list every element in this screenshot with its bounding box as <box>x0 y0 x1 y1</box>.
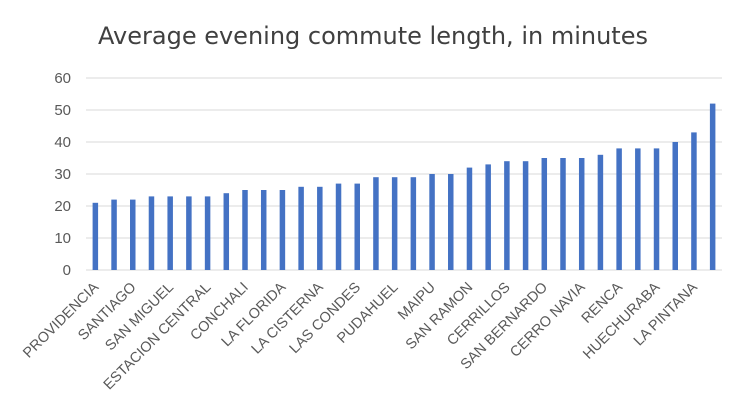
bar <box>541 158 548 270</box>
bar <box>223 193 230 270</box>
bar <box>92 202 99 270</box>
bar <box>335 183 342 270</box>
bars <box>92 103 716 270</box>
bar <box>167 196 173 270</box>
bar <box>298 186 304 270</box>
bar <box>653 148 660 270</box>
bar <box>560 158 566 270</box>
bar <box>635 148 641 270</box>
bar <box>317 186 323 270</box>
bar <box>672 142 678 270</box>
bar <box>448 174 454 270</box>
bar <box>130 199 136 270</box>
bar <box>691 132 697 270</box>
bar <box>597 154 604 270</box>
gridlines <box>86 77 722 271</box>
bar <box>578 158 585 270</box>
bar <box>522 161 529 270</box>
bar <box>373 177 379 270</box>
bar <box>709 103 716 270</box>
bar <box>242 190 248 270</box>
y-tick-label: 10 <box>54 230 71 247</box>
bar <box>410 177 417 270</box>
bar <box>279 190 286 270</box>
y-tick-label: 50 <box>54 102 71 119</box>
bar <box>204 196 211 270</box>
bar <box>429 174 435 270</box>
bar <box>186 196 192 270</box>
bar <box>485 164 491 270</box>
bar <box>111 199 117 270</box>
y-tick-label: 20 <box>54 198 71 215</box>
bar <box>260 190 267 270</box>
bar <box>466 167 473 270</box>
bar <box>148 196 155 270</box>
y-tick-label: 0 <box>63 262 71 279</box>
chart-title: Average evening commute length, in minut… <box>98 22 648 50</box>
y-tick-label: 30 <box>54 166 71 183</box>
bar <box>504 161 510 270</box>
bar <box>391 177 398 270</box>
bar <box>354 183 360 270</box>
bar <box>616 148 622 270</box>
y-axis-tick-labels: 0 10 20 30 40 50 60 <box>54 70 71 279</box>
y-tick-label: 40 <box>54 134 71 151</box>
y-tick-label: 60 <box>54 70 71 87</box>
